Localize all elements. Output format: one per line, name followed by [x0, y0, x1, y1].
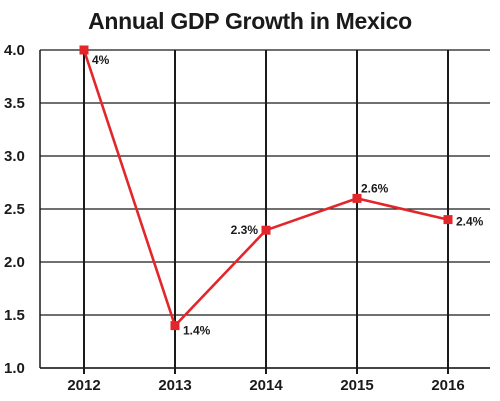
y-tick-label: 1.5 [4, 307, 25, 324]
data-point-marker [261, 225, 271, 235]
data-label: 2.6% [361, 181, 389, 195]
x-tick-label: 2013 [158, 377, 191, 394]
x-tick-label: 2015 [340, 377, 373, 394]
series-markers [79, 45, 453, 331]
data-point-marker [443, 215, 453, 225]
x-tick-label: 2012 [67, 377, 100, 394]
data-label: 2.4% [456, 215, 484, 229]
x-tick-label: 2014 [249, 377, 283, 394]
plot-frame [39, 50, 490, 369]
data-labels: 4% 1.4% 2.3% 2.6% 2.4% [92, 53, 484, 338]
data-label: 4% [92, 53, 110, 67]
data-point-marker [170, 321, 180, 331]
y-tick-label: 1.0 [4, 360, 25, 377]
x-tick-label: 2016 [431, 377, 464, 394]
data-point-marker [79, 45, 89, 55]
y-tick-label: 3.5 [4, 95, 25, 112]
data-label: 2.3% [231, 223, 259, 237]
chart-title: Annual GDP Growth in Mexico [88, 8, 412, 34]
vertical-gridlines [83, 50, 449, 374]
x-axis-tick-labels: 2012 2013 2014 2015 2016 [67, 377, 464, 394]
y-axis-tick-labels: 1.0 1.5 2.0 2.5 3.0 3.5 4.0 [4, 42, 25, 377]
data-label: 1.4% [183, 324, 211, 338]
y-tick-label: 2.0 [4, 254, 25, 271]
data-point-marker [352, 193, 362, 203]
y-tick-label: 3.0 [4, 148, 25, 165]
y-tick-label: 2.5 [4, 201, 25, 218]
y-tick-label: 4.0 [4, 42, 25, 59]
